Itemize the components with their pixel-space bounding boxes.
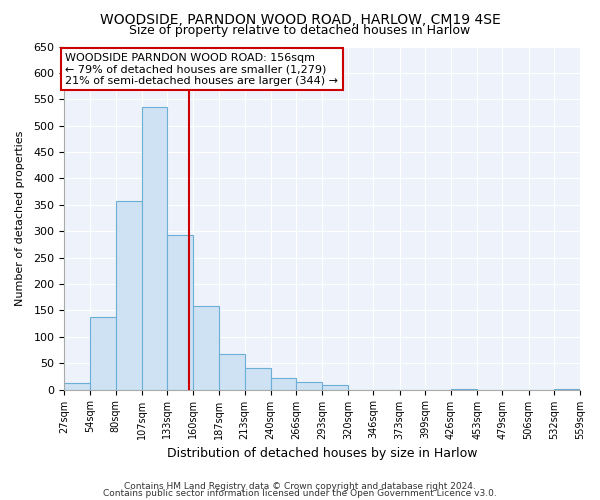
Bar [554, 389, 580, 390]
Text: WOODSIDE, PARNDON WOOD ROAD, HARLOW, CM19 4SE: WOODSIDE, PARNDON WOOD ROAD, HARLOW, CM1… [100, 12, 500, 26]
Y-axis label: Number of detached properties: Number of detached properties [15, 130, 25, 306]
Bar [167, 235, 193, 390]
Text: Size of property relative to detached houses in Harlow: Size of property relative to detached ho… [130, 24, 470, 37]
Bar [451, 389, 477, 390]
Bar [220, 354, 245, 390]
Bar [245, 368, 271, 390]
Bar [64, 383, 91, 390]
Bar [193, 306, 220, 390]
Text: WOODSIDE PARNDON WOOD ROAD: 156sqm
← 79% of detached houses are smaller (1,279)
: WOODSIDE PARNDON WOOD ROAD: 156sqm ← 79%… [65, 53, 338, 86]
Bar [296, 382, 322, 390]
Bar [91, 318, 116, 390]
Text: Contains HM Land Registry data © Crown copyright and database right 2024.: Contains HM Land Registry data © Crown c… [124, 482, 476, 491]
Bar [142, 107, 167, 390]
Bar [271, 378, 296, 390]
Text: Contains public sector information licensed under the Open Government Licence v3: Contains public sector information licen… [103, 489, 497, 498]
Bar [322, 386, 348, 390]
X-axis label: Distribution of detached houses by size in Harlow: Distribution of detached houses by size … [167, 447, 478, 460]
Bar [116, 200, 142, 390]
